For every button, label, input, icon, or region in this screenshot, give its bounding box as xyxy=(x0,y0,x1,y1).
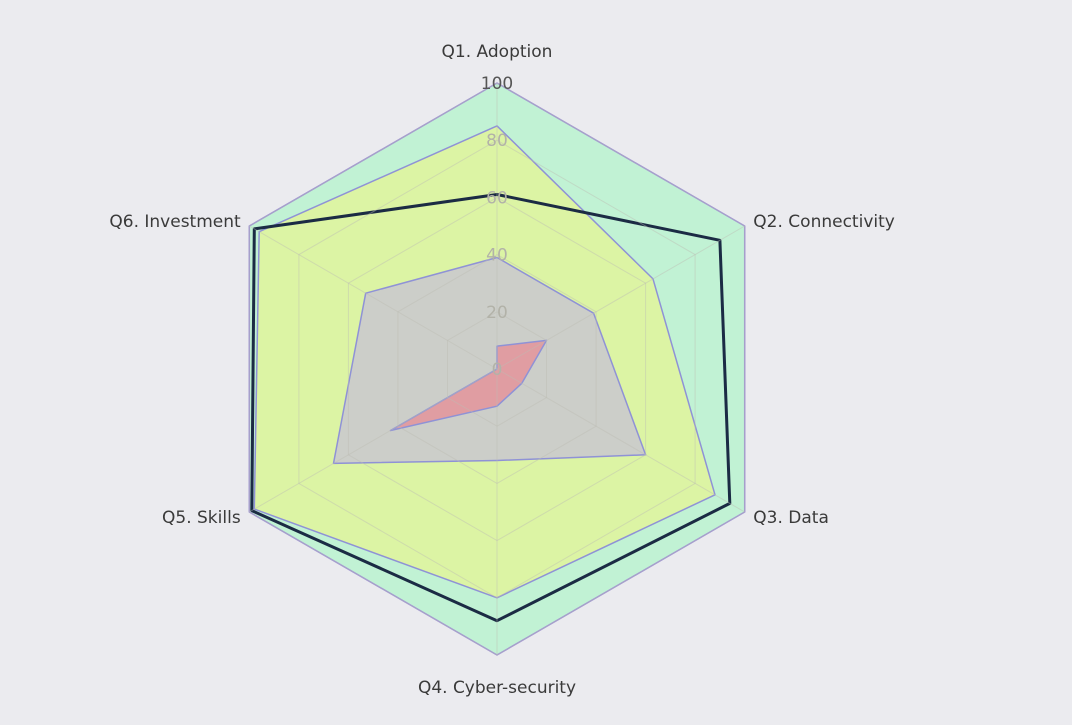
grid-ring-60 xyxy=(347,196,647,542)
axis-label-1: Q1. Adoption xyxy=(442,42,553,62)
radar-series-3 xyxy=(250,193,732,623)
grid-ring-100 xyxy=(248,82,746,656)
radar-series-5 xyxy=(389,339,548,432)
grid-spoke-3 xyxy=(496,368,745,513)
tick-label-100: 100 xyxy=(481,74,513,94)
axis-labels: Q1. Adoption Q2. Connectivity Q3. Data Q4. … xyxy=(109,42,894,698)
radar-series-4 xyxy=(332,256,647,465)
grid-spoke-5 xyxy=(249,368,498,513)
axis-label-2: Q2. Connectivity xyxy=(753,212,895,232)
tick-label-0: 0 xyxy=(492,360,503,380)
axis-label-3: Q3. Data xyxy=(753,508,829,528)
radar-series xyxy=(248,82,746,656)
radar-grid xyxy=(248,82,746,656)
radial-tick-labels: 0 20 40 60 80 100 xyxy=(481,74,513,380)
axis-label-5: Q5. Skills xyxy=(162,508,241,528)
tick-label-20: 20 xyxy=(486,303,508,323)
grid-spoke-6 xyxy=(249,225,498,370)
grid-ring-20 xyxy=(447,311,547,427)
tick-label-60: 60 xyxy=(486,188,508,208)
grid-ring-40 xyxy=(397,254,597,484)
grid-ring-80 xyxy=(298,139,696,599)
axis-label-4: Q4. Cyber-security xyxy=(418,678,576,698)
grid-spoke-2 xyxy=(496,225,745,370)
axis-label-6: Q6. Investment xyxy=(109,212,241,232)
tick-label-40: 40 xyxy=(486,246,508,266)
tick-label-80: 80 xyxy=(486,131,508,151)
